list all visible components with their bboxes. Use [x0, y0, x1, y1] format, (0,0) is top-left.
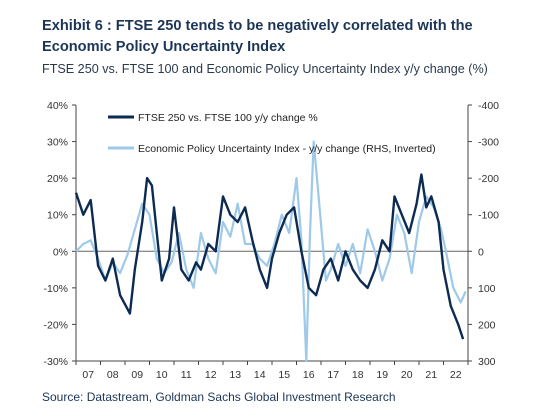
x-tick-label: 20 [401, 369, 413, 381]
right-tick-label: 300 [478, 356, 496, 368]
legend-item-ftse250-label: FTSE 250 vs. FTSE 100 y/y change % [138, 112, 318, 124]
x-tick-label: 15 [278, 369, 290, 381]
left-tick-label: -20% [43, 319, 68, 331]
left-tick-label: 40% [47, 100, 68, 112]
x-tick-label: 14 [254, 369, 266, 381]
right-tick-label: -100 [478, 210, 499, 222]
x-tick-label: 18 [352, 369, 364, 381]
x-tick-label: 07 [82, 369, 94, 381]
x-tick-label: 21 [425, 369, 437, 381]
right-axis: -400 -300 -200 -100 0 100 200 300 [468, 100, 499, 368]
x-tick-label: 12 [205, 369, 217, 381]
chart-subtitle: FTSE 250 vs. FTSE 100 and Economic Polic… [42, 62, 488, 76]
x-tick-label: 11 [181, 369, 192, 381]
right-tick-label: 100 [478, 283, 496, 295]
legend: FTSE 250 vs. FTSE 100 y/y change % Econom… [108, 112, 436, 155]
chart-title: Exhibit 6 : FTSE 250 tends to be negativ… [42, 18, 473, 55]
x-tick-label: 10 [156, 369, 168, 381]
right-tick-label: -400 [478, 100, 499, 112]
right-tick-label: 200 [478, 319, 496, 331]
x-tick-label: 16 [303, 369, 315, 381]
left-tick-label: 0% [53, 246, 68, 258]
x-tick-label: 09 [131, 369, 143, 381]
x-tick-label: 08 [107, 369, 119, 381]
x-axis: 07 08 09 10 11 12 13 14 15 16 17 18 19 20 21 22 [75, 361, 469, 381]
right-tick-label: -200 [478, 173, 499, 185]
series-ftse250-line [74, 173, 465, 340]
source-note: Source: Datastream, Goldman Sachs Global… [42, 390, 396, 404]
right-tick-label: -300 [478, 137, 499, 149]
left-tick-label: -30% [43, 356, 68, 368]
left-tick-label: 20% [47, 173, 68, 185]
left-tick-label: 30% [47, 137, 68, 149]
x-tick-label: 19 [376, 369, 388, 381]
x-tick-label: 13 [229, 369, 241, 381]
left-tick-label: 10% [47, 210, 68, 222]
series-lines [74, 140, 467, 363]
legend-item-epu-label: Economic Policy Uncertainty Index - y/y … [138, 143, 436, 155]
right-tick-label: 0 [478, 246, 484, 258]
x-tick-label: 22 [450, 369, 462, 381]
left-tick-label: -10% [43, 283, 68, 295]
x-tick-label: 17 [327, 369, 339, 381]
left-axis: -30% -20% -10% 0% 10% 20% 30% 40% [43, 100, 76, 368]
